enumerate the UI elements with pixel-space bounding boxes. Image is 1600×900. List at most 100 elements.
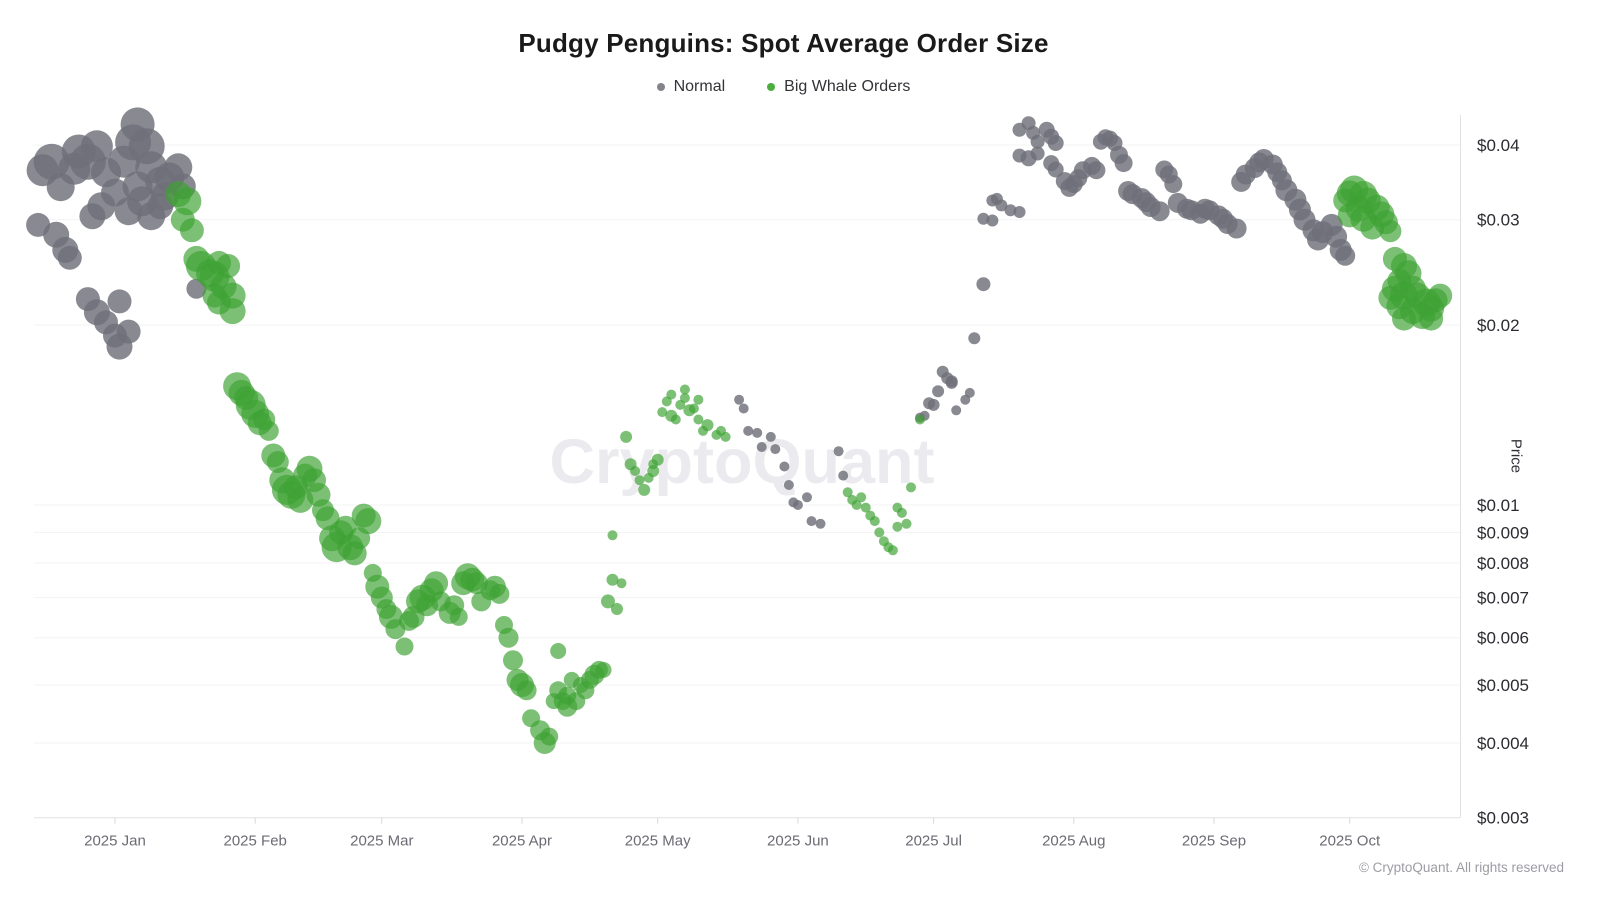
x-tick-label: 2025 Oct: [1319, 833, 1381, 850]
data-point: [503, 650, 523, 671]
y-tick-label: $0.008: [1477, 554, 1529, 573]
data-point: [734, 394, 745, 405]
y-tick-label: $0.007: [1477, 589, 1529, 608]
data-point: [516, 680, 537, 701]
data-point: [901, 518, 912, 529]
data-point: [179, 218, 204, 243]
data-point: [743, 425, 754, 436]
data-point: [915, 414, 925, 425]
data-point: [216, 254, 241, 278]
data-point: [395, 637, 414, 656]
data-point: [107, 289, 132, 314]
legend-item-big-whale-orders[interactable]: Big Whale Orders: [767, 78, 910, 96]
y-tick-label: $0.004: [1477, 734, 1529, 753]
y-axis-title: Price: [1507, 438, 1525, 474]
y-tick-label: $0.005: [1477, 676, 1529, 695]
legend-item-normal[interactable]: Normal: [656, 78, 726, 96]
x-tick-label: 2025 Jun: [767, 833, 829, 850]
data-point: [601, 594, 615, 609]
data-point: [783, 480, 794, 490]
data-point: [770, 444, 781, 455]
y-tick-label: $0.04: [1477, 136, 1520, 155]
data-point: [765, 431, 776, 442]
data-point: [945, 376, 958, 389]
data-point: [720, 431, 731, 442]
data-point: [540, 727, 559, 746]
data-point: [851, 500, 862, 510]
data-point: [116, 319, 141, 344]
data-point: [1428, 283, 1453, 308]
data-point: [838, 470, 849, 481]
data-point: [701, 419, 714, 432]
data-point: [630, 466, 641, 476]
data-point: [355, 508, 382, 535]
data-point: [1392, 306, 1416, 331]
y-tick-label: $0.01: [1477, 496, 1520, 515]
data-point: [906, 482, 916, 493]
data-point: [964, 387, 975, 398]
data-point: [1013, 206, 1026, 218]
data-point: [1226, 218, 1247, 239]
data-point: [874, 527, 885, 538]
data-point: [1379, 220, 1402, 243]
data-point: [792, 500, 803, 510]
data-point: [1335, 245, 1356, 266]
y-tick-label: $0.009: [1477, 523, 1529, 542]
data-point: [887, 545, 898, 556]
data-point: [986, 214, 999, 227]
data-point: [977, 212, 990, 225]
data-point: [815, 518, 826, 529]
cryptoquant-watermark: CryptoQuant: [549, 427, 935, 497]
x-tick-label: 2025 Jan: [84, 833, 146, 850]
data-point: [738, 403, 749, 414]
data-point: [449, 607, 468, 626]
data-point: [638, 483, 651, 496]
data-point: [595, 661, 612, 678]
legend: Normal Big Whale Orders: [0, 78, 1567, 96]
data-point: [651, 453, 664, 466]
data-point: [679, 393, 690, 403]
data-point: [1004, 204, 1017, 217]
data-point: [1360, 215, 1385, 240]
y-tick-label: $0.006: [1477, 629, 1529, 648]
y-tick-label: $0.02: [1477, 316, 1520, 335]
legend-label-normal: Normal: [673, 78, 726, 95]
x-tick-label: 2025 Feb: [224, 833, 287, 850]
data-point: [80, 130, 113, 163]
data-point: [756, 442, 767, 452]
data-point: [927, 398, 940, 411]
data-point: [607, 530, 618, 541]
x-tick-label: 2025 May: [625, 833, 691, 850]
legend-marker-normal-icon: [656, 83, 665, 91]
data-point: [802, 492, 812, 503]
data-point: [679, 384, 690, 395]
data-point: [688, 403, 699, 414]
data-point: [1114, 154, 1133, 173]
data-point: [550, 643, 567, 659]
data-point: [620, 430, 633, 443]
data-point: [951, 405, 962, 416]
data-point: [995, 199, 1008, 212]
data-point: [1149, 201, 1170, 222]
data-point: [1419, 306, 1444, 331]
data-point: [634, 475, 645, 486]
data-point: [693, 394, 704, 405]
data-point: [611, 603, 623, 615]
data-point: [968, 332, 981, 345]
data-point: [258, 420, 279, 441]
data-point: [489, 583, 510, 604]
x-tick-label: 2025 Jul: [905, 833, 962, 850]
data-point: [892, 521, 903, 532]
data-point: [57, 245, 82, 270]
data-point: [976, 277, 991, 292]
data-point: [79, 203, 106, 230]
data-point: [869, 516, 880, 527]
data-point: [856, 492, 867, 503]
data-point: [1087, 161, 1106, 180]
data-point: [842, 487, 853, 498]
data-point: [1030, 146, 1045, 161]
data-point: [833, 446, 844, 457]
chart-title: Pudgy Penguins: Spot Average Order Size: [518, 28, 1049, 58]
data-point: [1047, 135, 1064, 151]
